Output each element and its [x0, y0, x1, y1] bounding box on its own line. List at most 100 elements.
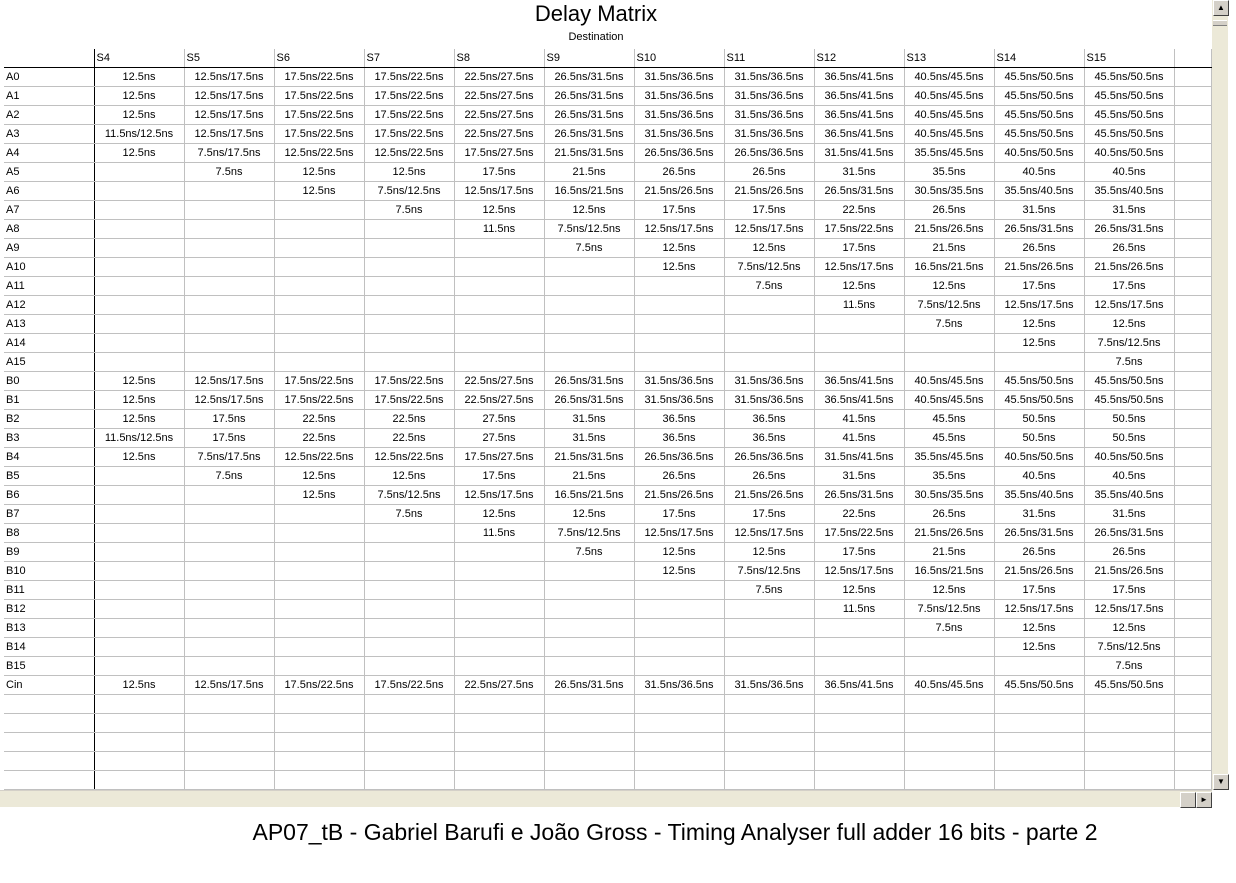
row-header-b10[interactable]: B10	[4, 561, 95, 581]
delay-cell[interactable]: 40.5ns	[1084, 162, 1175, 182]
delay-cell[interactable]	[94, 580, 185, 600]
delay-cell[interactable]: 31.5ns/36.5ns	[724, 371, 815, 391]
delay-cell[interactable]: 36.5ns	[634, 428, 725, 448]
delay-cell[interactable]	[94, 295, 185, 315]
delay-cell[interactable]: 17.5ns/22.5ns	[274, 390, 365, 410]
row-header-b15[interactable]: B15	[4, 656, 95, 676]
delay-cell[interactable]: 12.5ns	[994, 333, 1085, 353]
delay-cell[interactable]: 27.5ns	[454, 409, 545, 429]
delay-cell[interactable]: 45.5ns/50.5ns	[994, 86, 1085, 106]
delay-cell[interactable]: 31.5ns/36.5ns	[634, 105, 725, 125]
delay-cell[interactable]	[94, 352, 185, 372]
delay-cell[interactable]	[184, 238, 275, 258]
row-header-a7[interactable]: A7	[4, 200, 95, 220]
delay-cell[interactable]: 7.5ns	[544, 542, 635, 562]
delay-cell[interactable]: 7.5ns	[904, 314, 995, 334]
delay-cell[interactable]: 22.5ns	[274, 409, 365, 429]
delay-cell[interactable]	[94, 504, 185, 524]
delay-cell[interactable]	[634, 276, 725, 296]
delay-cell[interactable]	[364, 295, 455, 315]
row-header-a4[interactable]: A4	[4, 143, 95, 163]
delay-cell[interactable]: 40.5ns/45.5ns	[904, 67, 995, 87]
delay-cell[interactable]	[364, 542, 455, 562]
delay-cell[interactable]: 50.5ns	[994, 428, 1085, 448]
delay-cell[interactable]: 21.5ns/31.5ns	[544, 447, 635, 467]
arrow-left-icon[interactable]	[1180, 792, 1196, 808]
delay-cell[interactable]	[94, 257, 185, 277]
delay-cell[interactable]	[184, 333, 275, 353]
delay-cell[interactable]: 12.5ns	[94, 447, 185, 467]
delay-cell[interactable]: 36.5ns	[724, 409, 815, 429]
delay-cell[interactable]: 36.5ns/41.5ns	[814, 675, 905, 695]
delay-cell[interactable]	[94, 162, 185, 182]
row-header-a5[interactable]: A5	[4, 162, 95, 182]
delay-cell[interactable]	[184, 219, 275, 239]
delay-cell[interactable]: 17.5ns/27.5ns	[454, 143, 545, 163]
delay-cell[interactable]: 31.5ns	[544, 428, 635, 448]
delay-cell[interactable]: 45.5ns/50.5ns	[994, 371, 1085, 391]
delay-cell[interactable]	[724, 333, 815, 353]
delay-cell[interactable]: 12.5ns	[454, 504, 545, 524]
delay-cell[interactable]	[454, 561, 545, 581]
delay-cell[interactable]: 35.5ns/40.5ns	[994, 181, 1085, 201]
delay-cell[interactable]: 17.5ns/22.5ns	[274, 86, 365, 106]
delay-cell[interactable]: 17.5ns/22.5ns	[364, 675, 455, 695]
delay-cell[interactable]: 17.5ns	[454, 162, 545, 182]
delay-cell[interactable]: 36.5ns/41.5ns	[814, 86, 905, 106]
delay-cell[interactable]: 45.5ns/50.5ns	[994, 105, 1085, 125]
delay-cell[interactable]: 12.5ns/17.5ns	[184, 86, 275, 106]
delay-cell[interactable]	[94, 485, 185, 505]
delay-cell[interactable]	[544, 618, 635, 638]
delay-cell[interactable]: 12.5ns	[814, 580, 905, 600]
delay-cell[interactable]	[544, 314, 635, 334]
delay-cell[interactable]: 31.5ns	[994, 504, 1085, 524]
delay-cell[interactable]	[94, 219, 185, 239]
delay-cell[interactable]: 12.5ns	[274, 485, 365, 505]
delay-cell[interactable]: 12.5ns/17.5ns	[454, 181, 545, 201]
row-header-a1[interactable]: A1	[4, 86, 95, 106]
delay-cell[interactable]: 31.5ns	[814, 162, 905, 182]
delay-cell[interactable]: 26.5ns/36.5ns	[634, 447, 725, 467]
delay-cell[interactable]: 17.5ns	[184, 428, 275, 448]
column-header-s5[interactable]: S5	[184, 49, 275, 68]
delay-cell[interactable]	[274, 580, 365, 600]
row-header-b4[interactable]: B4	[4, 447, 95, 467]
delay-cell[interactable]: 12.5ns/17.5ns	[994, 599, 1085, 619]
delay-cell[interactable]	[274, 352, 365, 372]
delay-cell[interactable]: 21.5ns/31.5ns	[544, 143, 635, 163]
delay-cell[interactable]	[454, 542, 545, 562]
row-header-b3[interactable]: B3	[4, 428, 95, 448]
delay-cell[interactable]: 17.5ns	[994, 276, 1085, 296]
delay-matrix-grid[interactable]: S4 S5 S6 S7 S8 S9 S10 S11 S12 S13 S14 S15 A0 12.5ns 12…	[4, 49, 1212, 790]
delay-cell[interactable]: 12.5ns/17.5ns	[994, 295, 1085, 315]
column-header-s13[interactable]: S13	[904, 49, 995, 68]
delay-cell[interactable]	[364, 219, 455, 239]
delay-cell[interactable]: 17.5ns	[994, 580, 1085, 600]
delay-cell[interactable]: 26.5ns/31.5ns	[1084, 219, 1175, 239]
delay-cell[interactable]	[274, 238, 365, 258]
delay-cell[interactable]: 12.5ns	[94, 371, 185, 391]
delay-cell[interactable]: 21.5ns/26.5ns	[1084, 257, 1175, 277]
delay-cell[interactable]: 21.5ns	[904, 542, 995, 562]
row-header-a9[interactable]: A9	[4, 238, 95, 258]
delay-cell[interactable]: 7.5ns/12.5ns	[904, 599, 995, 619]
column-header-s4[interactable]: S4	[94, 49, 185, 68]
delay-cell[interactable]: 26.5ns	[904, 200, 995, 220]
delay-cell[interactable]	[634, 618, 725, 638]
delay-cell[interactable]	[274, 333, 365, 353]
delay-cell[interactable]	[94, 181, 185, 201]
delay-cell[interactable]: 26.5ns/31.5ns	[544, 86, 635, 106]
delay-cell[interactable]: 31.5ns/36.5ns	[634, 86, 725, 106]
delay-cell[interactable]	[184, 637, 275, 657]
delay-cell[interactable]: 31.5ns/36.5ns	[634, 67, 725, 87]
delay-cell[interactable]: 11.5ns	[814, 599, 905, 619]
row-header-cin[interactable]: Cin	[4, 675, 95, 695]
delay-cell[interactable]	[184, 580, 275, 600]
delay-cell[interactable]	[274, 219, 365, 239]
delay-cell[interactable]: 12.5ns/17.5ns	[184, 67, 275, 87]
delay-cell[interactable]: 12.5ns/17.5ns	[724, 523, 815, 543]
delay-cell[interactable]: 12.5ns	[454, 200, 545, 220]
delay-cell[interactable]	[184, 200, 275, 220]
delay-cell[interactable]: 12.5ns/17.5ns	[1084, 599, 1175, 619]
delay-cell[interactable]: 12.5ns	[994, 618, 1085, 638]
